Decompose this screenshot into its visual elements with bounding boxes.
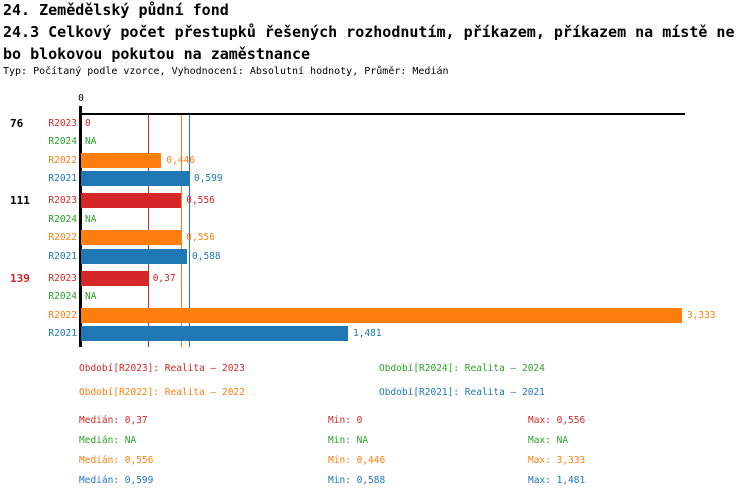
row-label-r2021: R2021: [48, 173, 77, 184]
indicator-title-line1: 24.3 Celkový počet přestupků řešených ro…: [3, 23, 735, 41]
x-axis-tick-label: 0: [78, 93, 84, 104]
bar-value-label: 0,37: [152, 272, 176, 284]
bar-value-label: NA: [85, 136, 97, 147]
row-label-r2024: R2024: [48, 213, 77, 225]
bar-value-label: 0,599: [193, 173, 223, 184]
bar-111-r2023: [81, 193, 182, 208]
chart-meta-info: Typ: Počítaný podle vzorce, Vyhodnocení:…: [3, 66, 449, 77]
row-label-r2021: R2021: [48, 250, 77, 262]
group-label-111: 111: [10, 194, 30, 207]
bar-value-label: 0,556: [186, 195, 215, 206]
bar-value-label: 0,556: [186, 232, 215, 243]
group-label-139: 139: [10, 271, 30, 285]
row-label-r2023: R2023: [48, 195, 77, 206]
median-line-r2022: [181, 114, 183, 347]
report-title: 24. Zemědělský půdní fond: [3, 1, 229, 19]
row-label-r2024: R2024: [48, 291, 77, 302]
bar-76-r2022: [81, 152, 162, 168]
bar-value-label: 3,333: [686, 309, 716, 321]
bar-76-r2021: [81, 171, 189, 186]
legend-item-r2021: Období[R2021]: Realita – 2021: [379, 387, 545, 398]
stat-median-r2022: Medián: 0,556: [79, 455, 154, 466]
zero-axis-line: [79, 106, 82, 347]
median-line-r2021: [188, 114, 190, 347]
bar-value-label: 0: [85, 117, 91, 129]
legend-item-r2022: Období[R2022]: Realita – 2022: [79, 387, 245, 398]
bar-value-label: NA: [85, 291, 97, 302]
legend-item-r2023: Období[R2023]: Realita – 2023: [79, 363, 245, 374]
bar-111-r2022: [81, 230, 182, 245]
row-label-r2024: R2024: [48, 136, 77, 147]
stat-min-r2022: Min: 0,446: [328, 455, 386, 466]
bar-value-label: 0,588: [192, 250, 221, 262]
row-label-r2022: R2022: [48, 154, 77, 166]
row-label-r2023: R2023: [48, 272, 77, 284]
stat-max-r2022: Max: 3,333: [528, 455, 586, 466]
row-label-r2022: R2022: [48, 232, 77, 243]
stat-min-r2024: Min: NA: [328, 435, 369, 446]
bar-value-label: 0,446: [166, 154, 196, 166]
bar-139-r2023: [81, 270, 148, 286]
stat-median-r2023: Medián: 0,37: [79, 415, 148, 426]
stat-max-r2024: Max: NA: [528, 435, 569, 446]
stat-max-r2021: Max: 1,481: [528, 475, 586, 486]
row-label-r2021: R2021: [48, 328, 77, 339]
x-axis-line: [79, 113, 685, 115]
indicator-title-line2: bo blokovou pokutou na zaměstnance: [3, 45, 311, 63]
bar-value-label: NA: [85, 213, 97, 225]
bar-111-r2021: [81, 248, 188, 264]
bar-139-r2021: [81, 326, 349, 341]
group-label-76: 76: [10, 116, 24, 130]
row-label-r2023: R2023: [48, 117, 77, 129]
bar-139-r2022: [81, 307, 682, 323]
stat-min-r2023: Min: 0: [328, 415, 363, 426]
stat-median-r2024: Medián: NA: [79, 435, 137, 446]
stat-median-r2021: Medián: 0,599: [79, 475, 154, 486]
stat-max-r2023: Max: 0,556: [528, 415, 586, 426]
legend-item-r2024: Období[R2024]: Realita – 2024: [379, 363, 545, 374]
stat-min-r2021: Min: 0,588: [328, 475, 386, 486]
bar-value-label: 1,481: [353, 328, 382, 339]
row-label-r2022: R2022: [48, 309, 77, 321]
